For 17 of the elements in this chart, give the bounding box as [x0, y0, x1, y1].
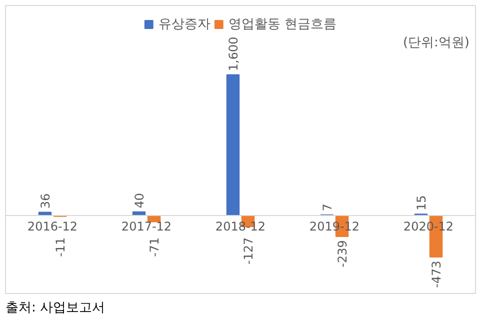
x-tick-label: 2018-12 [215, 219, 266, 234]
x-tick-label: 2017-12 [121, 219, 172, 234]
source-note: 출처: 사업보고서 [6, 300, 106, 316]
x-tick-label: 2016-12 [27, 219, 78, 234]
legend-label: 영업활동 현금흐름 [228, 16, 337, 33]
data-label: -239 [336, 240, 350, 268]
data-label: 15 [414, 195, 428, 210]
data-label: 40 [132, 193, 146, 208]
legend-label: 유상증자 [158, 16, 210, 33]
data-label: -473 [430, 260, 444, 288]
data-label: 1,600 [226, 36, 240, 72]
data-label: -11 [54, 237, 68, 257]
text: (단위:억원) [402, 36, 470, 50]
data-label: 7 [320, 204, 334, 212]
data-label: 36 [38, 193, 52, 209]
data-label: -127 [242, 237, 256, 265]
data-label: -71 [148, 237, 162, 257]
